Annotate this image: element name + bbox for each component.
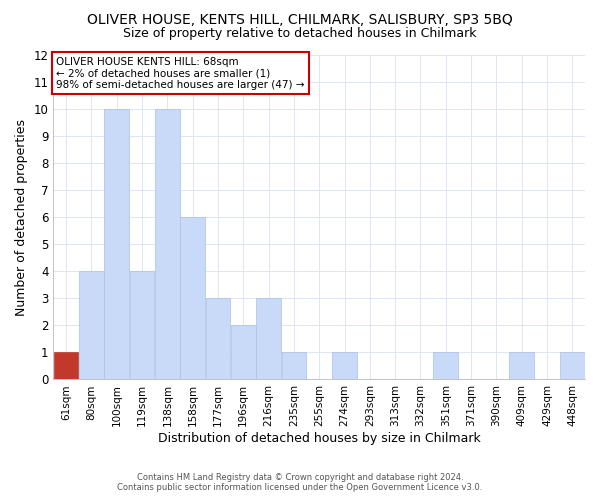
Bar bbox=[332, 352, 357, 380]
Bar bbox=[560, 352, 584, 380]
X-axis label: Distribution of detached houses by size in Chilmark: Distribution of detached houses by size … bbox=[158, 432, 481, 445]
Bar bbox=[130, 272, 154, 380]
Bar bbox=[509, 352, 534, 380]
Bar bbox=[155, 109, 179, 380]
Bar bbox=[104, 109, 129, 380]
Bar bbox=[206, 298, 230, 380]
Text: OLIVER HOUSE, KENTS HILL, CHILMARK, SALISBURY, SP3 5BQ: OLIVER HOUSE, KENTS HILL, CHILMARK, SALI… bbox=[87, 12, 513, 26]
Bar bbox=[231, 326, 256, 380]
Text: Contains HM Land Registry data © Crown copyright and database right 2024.
Contai: Contains HM Land Registry data © Crown c… bbox=[118, 473, 482, 492]
Bar bbox=[256, 298, 281, 380]
Bar bbox=[281, 352, 306, 380]
Bar bbox=[181, 217, 205, 380]
Bar bbox=[433, 352, 458, 380]
Text: OLIVER HOUSE KENTS HILL: 68sqm
← 2% of detached houses are smaller (1)
98% of se: OLIVER HOUSE KENTS HILL: 68sqm ← 2% of d… bbox=[56, 56, 305, 90]
Bar bbox=[54, 352, 79, 380]
Text: Size of property relative to detached houses in Chilmark: Size of property relative to detached ho… bbox=[123, 28, 477, 40]
Y-axis label: Number of detached properties: Number of detached properties bbox=[15, 118, 28, 316]
Bar bbox=[79, 272, 104, 380]
